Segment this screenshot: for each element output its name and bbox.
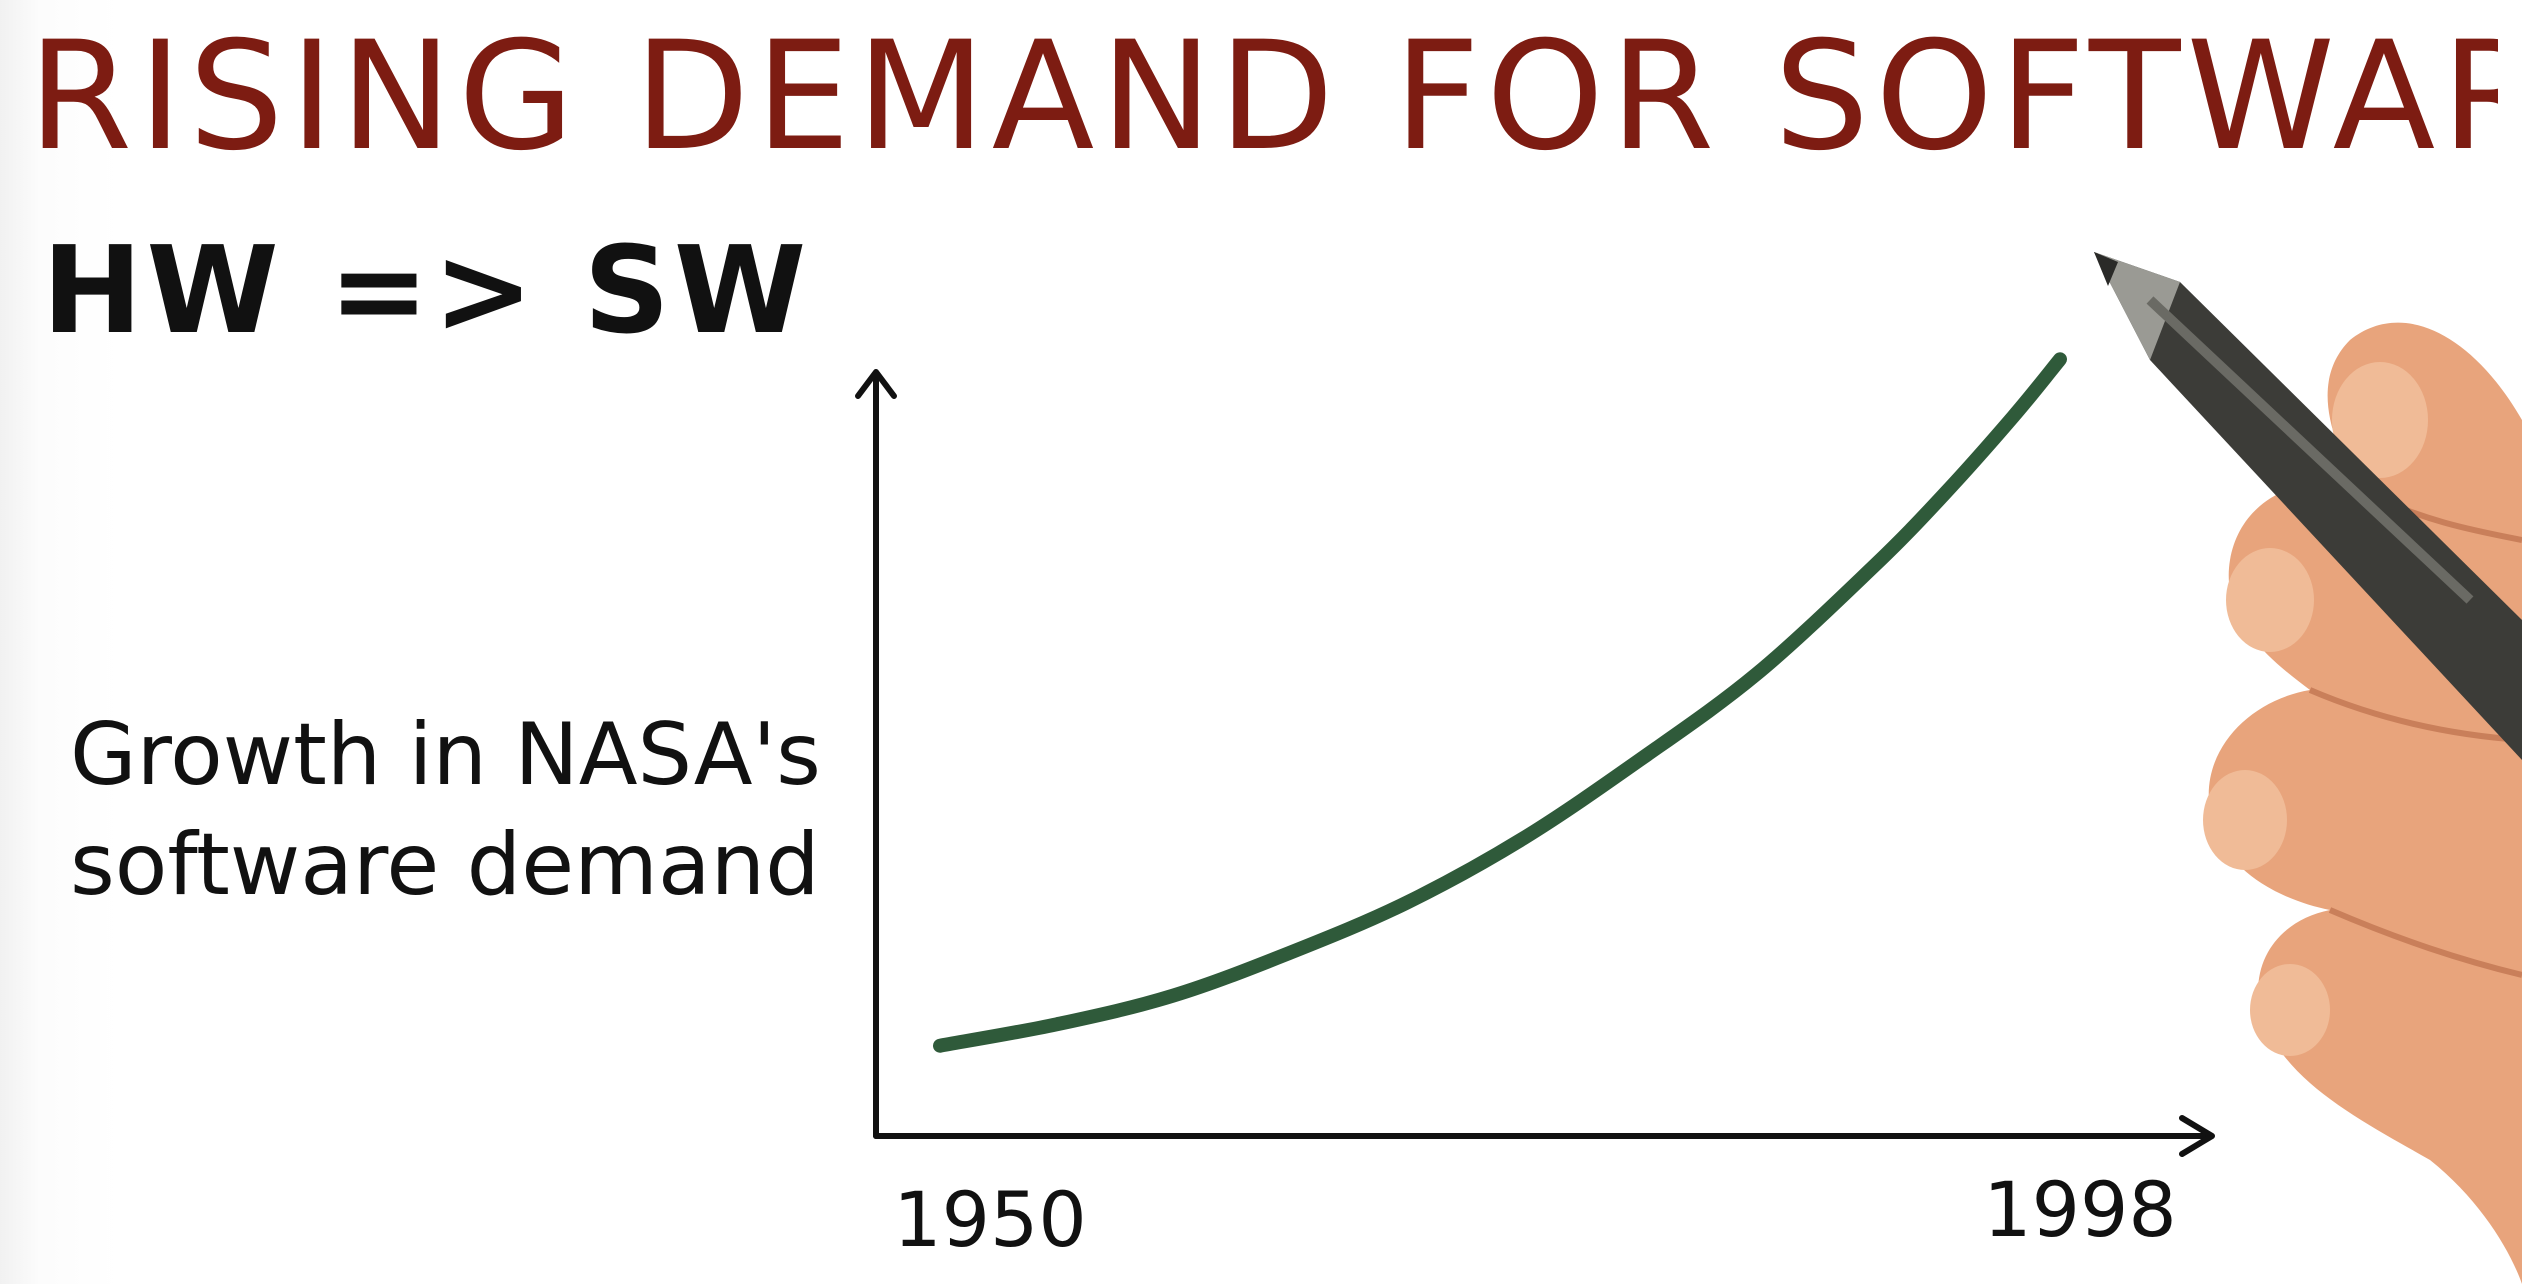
pen-illustration [2094, 252, 2522, 760]
x-tick-label-start: 1950 [893, 1175, 1086, 1264]
y-axis-label-line-1: Growth in NASA's [70, 705, 821, 805]
slide-title: RISING DEMAND FOR SOFTWARE [28, 12, 2498, 182]
y-axis-label-line-2: software demand [70, 815, 820, 915]
y-axis-arrow [855, 369, 897, 399]
y-axis-label: Growth in NASA's software demand [70, 700, 850, 920]
series-line-software-demand [933, 352, 2067, 1053]
x-axis-arrow [2179, 1115, 2215, 1157]
hw-to-sw-heading: HW => SW [42, 222, 811, 361]
x-tick-label-end: 1998 [1983, 1165, 2176, 1254]
